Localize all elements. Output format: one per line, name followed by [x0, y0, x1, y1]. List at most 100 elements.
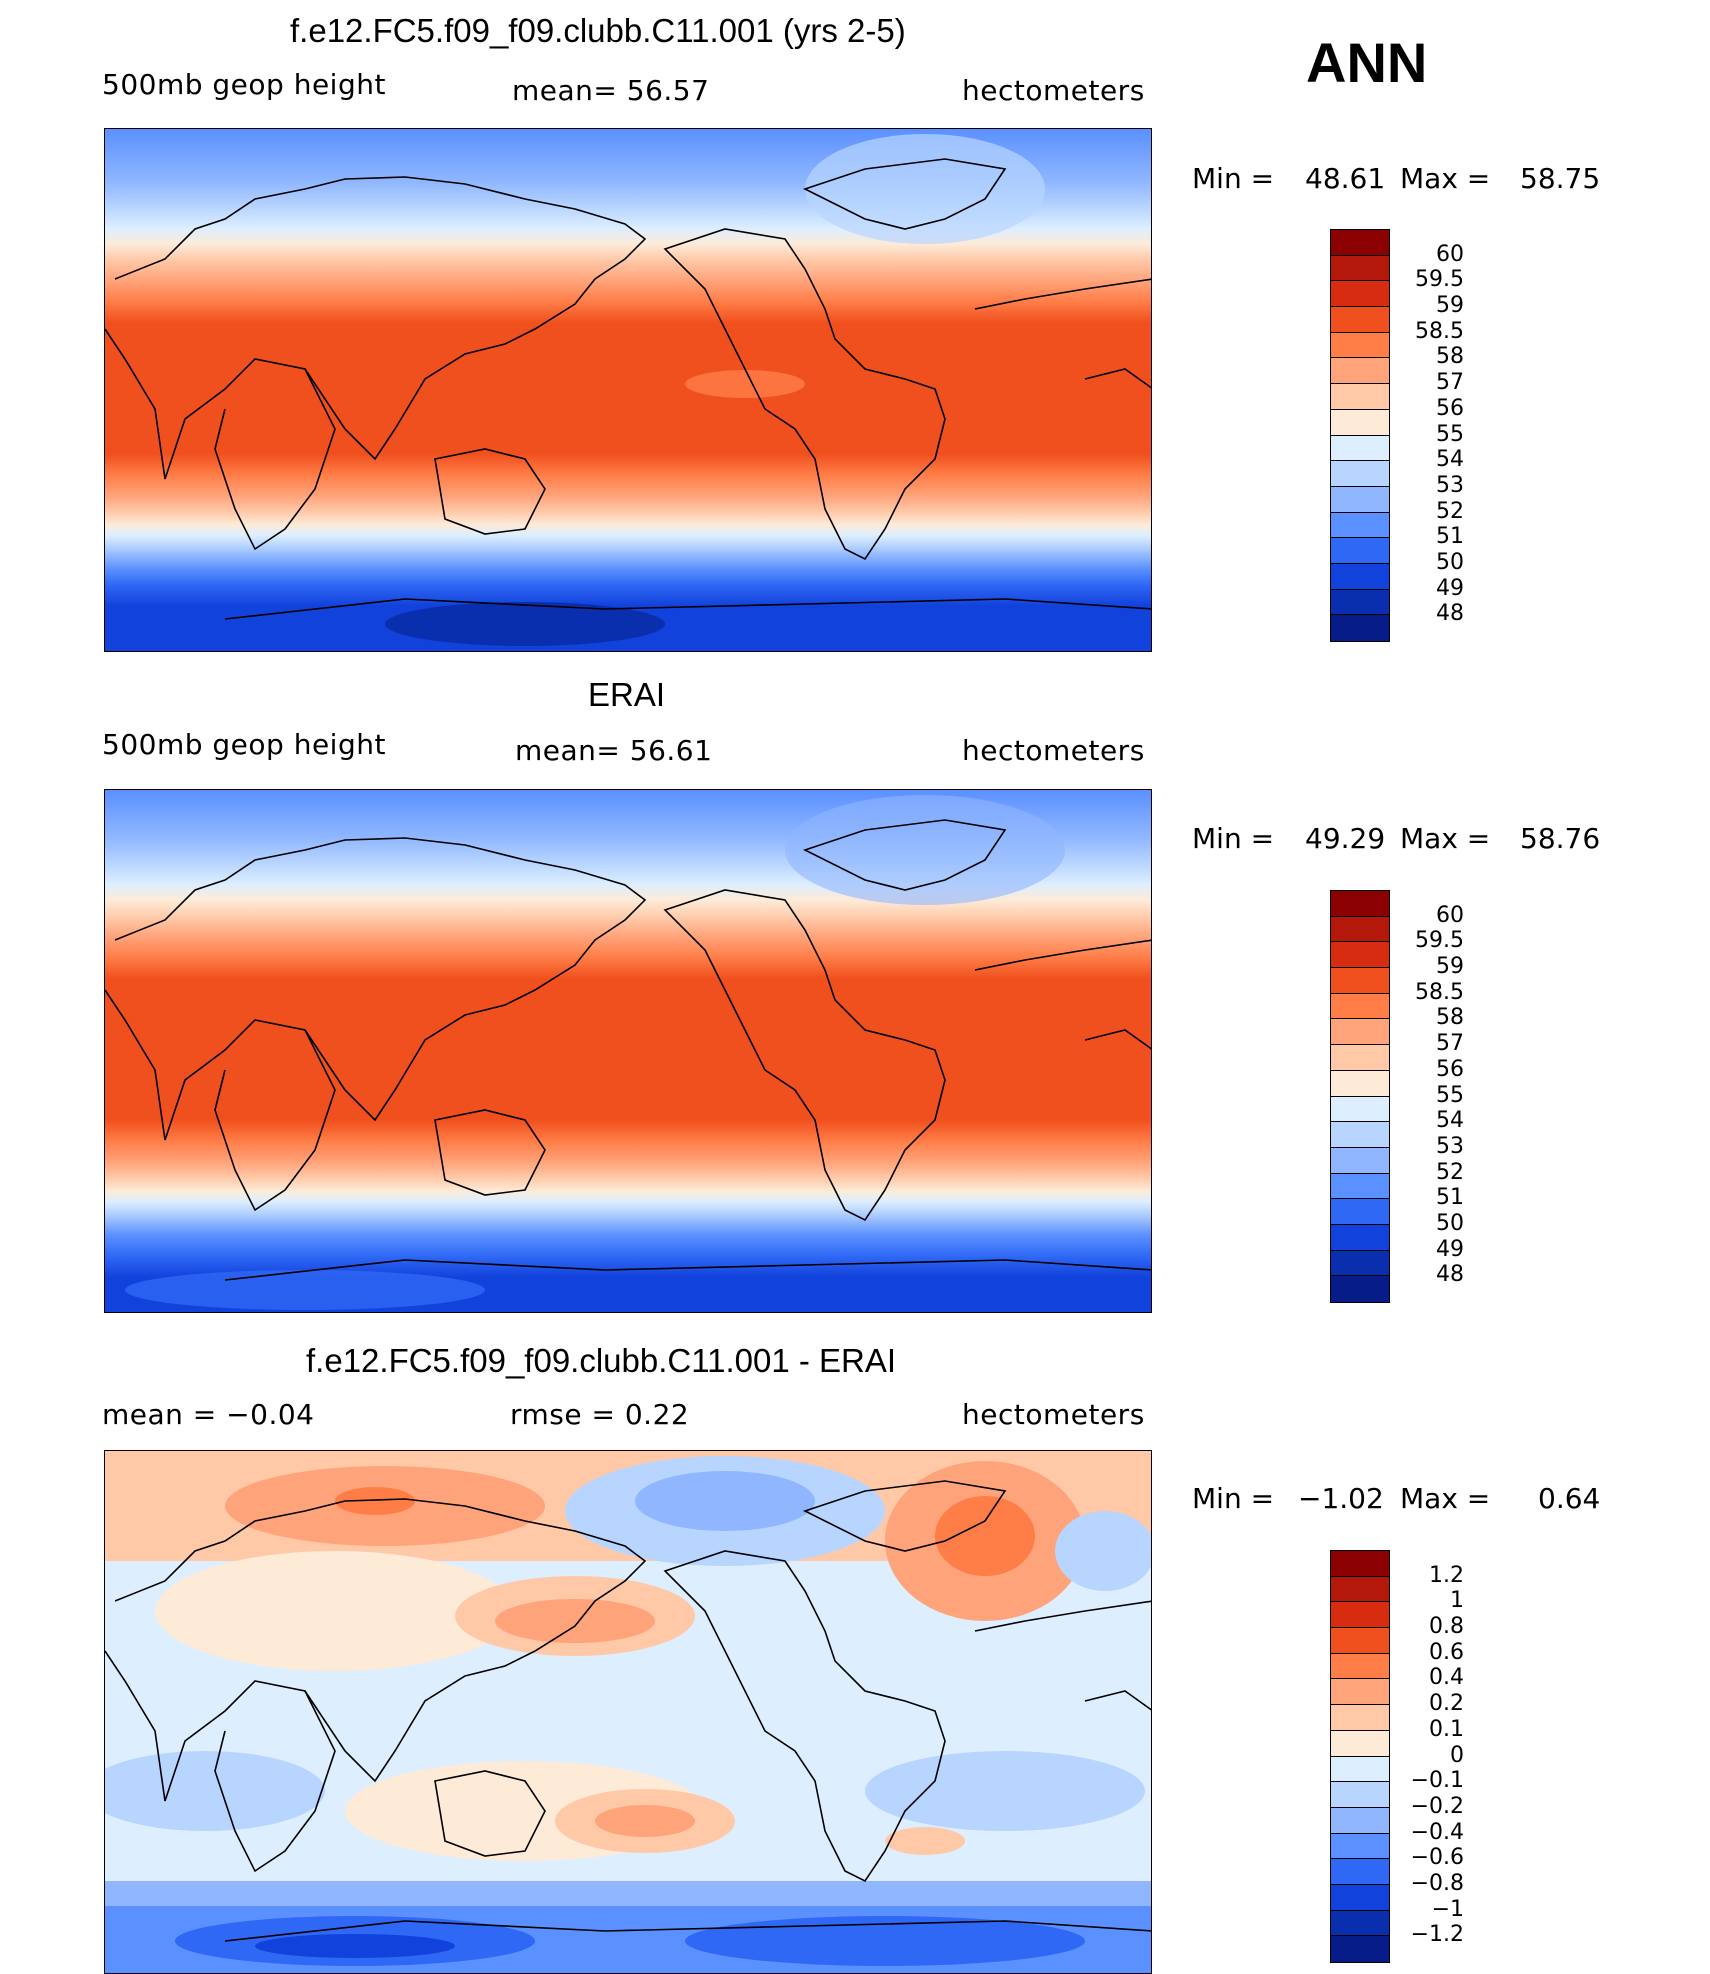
colorbar-label: 0.1 — [1429, 1716, 1464, 1742]
colorbar-label: −0.8 — [1410, 1870, 1464, 1896]
colorbar-label: −0.1 — [1410, 1768, 1464, 1794]
colorbar-label: 0.8 — [1429, 1614, 1464, 1640]
colorbar-swatch — [1331, 1070, 1389, 1097]
colorbar-swatch — [1331, 1936, 1389, 1962]
season-label: ANN — [1306, 31, 1428, 94]
colorbar-swatch — [1331, 358, 1389, 385]
colorbar-swatch — [1331, 307, 1389, 333]
colorbar-swatch — [1331, 1884, 1389, 1911]
colorbar-swatch — [1331, 1859, 1389, 1885]
colorbar-label: 55 — [1436, 1082, 1464, 1108]
panel3-colorbar-labels: 1.2 1 0.8 0.6 0.4 0.2 0.1 0 −0.1 −0.2 −0.4 −0.6 −0.8… — [1400, 1550, 1464, 1963]
colorbar-swatch — [1331, 968, 1389, 994]
colorbar-swatch — [1331, 1096, 1389, 1123]
colorbar-label: 58.5 — [1415, 318, 1464, 344]
colorbar-label: 59.5 — [1415, 928, 1464, 954]
panel1-field-label: 500mb geop height — [102, 68, 386, 101]
colorbar-swatch — [1331, 332, 1389, 359]
colorbar-swatch — [1331, 1679, 1389, 1706]
colorbar-label: 53 — [1436, 472, 1464, 498]
panel1-map — [104, 128, 1152, 652]
colorbar-swatch — [1331, 409, 1389, 436]
panel3-coastlines — [105, 1480, 1151, 1942]
colorbar-label: 50 — [1436, 549, 1464, 575]
colorbar-swatch — [1331, 1276, 1389, 1302]
colorbar-swatch — [1331, 1705, 1389, 1731]
colorbar-swatch — [1331, 1730, 1389, 1757]
colorbar-swatch — [1331, 1019, 1389, 1046]
colorbar-label: 60 — [1436, 902, 1464, 928]
panel3-max-value: 0.64 — [1538, 1482, 1601, 1515]
panel1-colorbar-labels: 60 59.5 59 58.5 58 57 56 55 54 53 52 51 50 49 48 — [1400, 229, 1464, 642]
colorbar-label: 60 — [1436, 241, 1464, 267]
colorbar-label: 54 — [1436, 1108, 1464, 1134]
panel2-coastlines — [105, 819, 1151, 1281]
colorbar-swatch — [1331, 435, 1389, 462]
colorbar-label: 59 — [1436, 954, 1464, 980]
colorbar-swatch — [1331, 563, 1389, 590]
colorbar-label: 55 — [1436, 421, 1464, 447]
colorbar-swatch — [1331, 1628, 1389, 1654]
colorbar-label: 0.6 — [1429, 1639, 1464, 1665]
panel1-min-value: 48.61 — [1305, 162, 1386, 195]
panel2-max-value: 58.76 — [1520, 822, 1601, 855]
panel2-max-label: Max = — [1400, 822, 1491, 855]
colorbar-swatch — [1331, 1807, 1389, 1834]
panel1-title: f.e12.FC5.f09_f09.clubb.C11.001 (yrs 2-5… — [290, 12, 906, 49]
colorbar-swatch — [1331, 1602, 1389, 1629]
colorbar-swatch — [1331, 891, 1389, 917]
panel1-coastlines — [105, 158, 1151, 620]
panel3-colorbar — [1330, 1550, 1390, 1963]
colorbar-label: 51 — [1436, 1185, 1464, 1211]
colorbar-swatch — [1331, 486, 1389, 513]
colorbar-swatch — [1331, 615, 1389, 641]
colorbar-swatch — [1331, 1045, 1389, 1071]
colorbar-label: 58 — [1436, 344, 1464, 370]
colorbar-label: 58.5 — [1415, 979, 1464, 1005]
colorbar-label: −0.6 — [1410, 1845, 1464, 1871]
colorbar-swatch — [1331, 1551, 1389, 1577]
colorbar-label: −1 — [1431, 1896, 1464, 1922]
colorbar-label: 59.5 — [1415, 267, 1464, 293]
colorbar-swatch — [1331, 255, 1389, 282]
panel2-title: ERAI — [588, 676, 666, 713]
panel3-contour-map — [105, 1451, 1151, 1973]
colorbar-label: 48 — [1436, 601, 1464, 627]
colorbar-label: 58 — [1436, 1005, 1464, 1031]
colorbar-swatch — [1331, 942, 1389, 969]
colorbar-swatch — [1331, 1782, 1389, 1808]
colorbar-label: 56 — [1436, 1056, 1464, 1082]
panel3-units: hectometers — [962, 1398, 1145, 1431]
colorbar-swatch — [1331, 1756, 1389, 1783]
colorbar-swatch — [1331, 1653, 1389, 1680]
colorbar-label: 52 — [1436, 498, 1464, 524]
colorbar-label: 51 — [1436, 524, 1464, 550]
panel2-field-label: 500mb geop height — [102, 728, 386, 761]
colorbar-swatch — [1331, 589, 1389, 616]
panel1-min-label: Min = — [1192, 162, 1275, 195]
colorbar-label: 1.2 — [1429, 1562, 1464, 1588]
colorbar-swatch — [1331, 1173, 1389, 1200]
colorbar-swatch — [1331, 1122, 1389, 1148]
panel1-mean: mean= 56.57 — [512, 74, 710, 107]
colorbar-label: −1.2 — [1410, 1922, 1464, 1948]
panel3-min-label: Min = — [1192, 1482, 1275, 1515]
colorbar-label: 57 — [1436, 370, 1464, 396]
panel2-mean: mean= 56.61 — [515, 734, 713, 767]
colorbar-swatch — [1331, 1576, 1389, 1603]
colorbar-label: 0 — [1450, 1742, 1464, 1768]
colorbar-label: 48 — [1436, 1262, 1464, 1288]
panel3-map — [104, 1450, 1152, 1974]
panel2-units: hectometers — [962, 734, 1145, 767]
panel2-min-label: Min = — [1192, 822, 1275, 855]
colorbar-label: 1 — [1450, 1588, 1464, 1614]
colorbar-swatch — [1331, 1147, 1389, 1174]
panel3-max-label: Max = — [1400, 1482, 1491, 1515]
colorbar-label: 0.2 — [1429, 1691, 1464, 1717]
colorbar-label: 52 — [1436, 1159, 1464, 1185]
colorbar-label: 50 — [1436, 1210, 1464, 1236]
colorbar-swatch — [1331, 916, 1389, 943]
colorbar-label: −0.4 — [1410, 1819, 1464, 1845]
colorbar-swatch — [1331, 1224, 1389, 1251]
panel2-colorbar — [1330, 890, 1390, 1303]
